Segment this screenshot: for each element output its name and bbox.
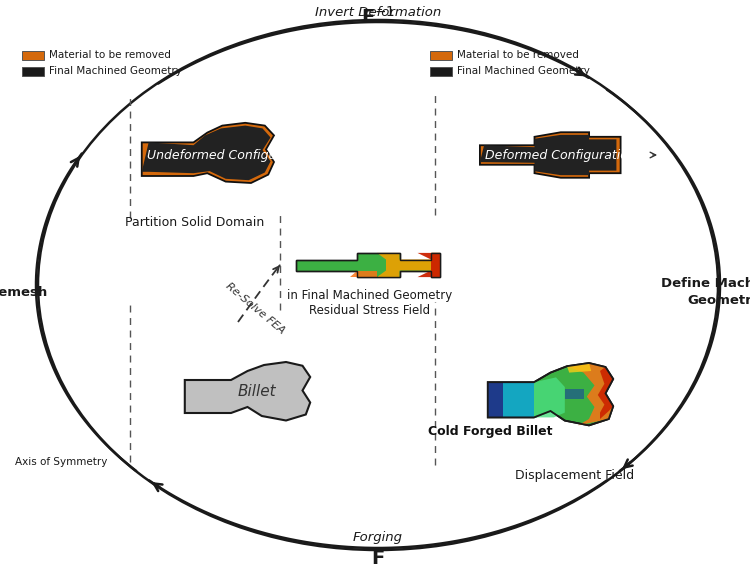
Text: Displacement Field: Displacement Field — [515, 469, 634, 482]
Text: Axis of Symmetry: Axis of Symmetry — [15, 457, 107, 467]
Bar — [22, 51, 44, 60]
Text: in Final Machined Geometry: in Final Machined Geometry — [287, 290, 452, 303]
Polygon shape — [296, 253, 440, 277]
Text: $\mathbf{F}$: $\mathbf{F}$ — [371, 548, 385, 568]
Polygon shape — [503, 382, 534, 417]
Bar — [430, 51, 452, 60]
Polygon shape — [565, 389, 584, 399]
Text: Invert Deformation: Invert Deformation — [315, 6, 441, 18]
Text: Material to be removed: Material to be removed — [457, 51, 579, 60]
Polygon shape — [567, 363, 591, 373]
Polygon shape — [480, 135, 616, 175]
Bar — [22, 67, 44, 76]
Text: Partition Solid Domain: Partition Solid Domain — [125, 215, 265, 229]
Text: Cold Forged Billet: Cold Forged Billet — [427, 425, 552, 438]
Polygon shape — [142, 125, 271, 180]
Text: Forging: Forging — [353, 531, 403, 544]
Text: Billet: Billet — [238, 385, 276, 400]
Polygon shape — [488, 382, 503, 417]
Text: Material to be removed: Material to be removed — [49, 51, 171, 60]
Text: Remesh: Remesh — [0, 286, 48, 299]
Text: Final Machined Geometry: Final Machined Geometry — [49, 67, 182, 76]
Polygon shape — [480, 132, 620, 178]
Polygon shape — [377, 253, 440, 277]
Polygon shape — [418, 253, 440, 277]
Text: Residual Stress Field: Residual Stress Field — [310, 303, 430, 316]
Polygon shape — [350, 271, 377, 277]
Text: $\mathbf{F}^{-1}$: $\mathbf{F}^{-1}$ — [361, 6, 395, 28]
Text: Undeformed Configuration: Undeformed Configuration — [147, 149, 313, 161]
Polygon shape — [534, 377, 565, 417]
Polygon shape — [488, 363, 614, 425]
Polygon shape — [598, 367, 613, 419]
Polygon shape — [184, 362, 310, 421]
Text: Final Machined Geometry: Final Machined Geometry — [457, 67, 590, 76]
Text: Define Machined
Geometry: Define Machined Geometry — [662, 277, 750, 307]
Polygon shape — [567, 363, 614, 425]
Text: Deformed Configuration: Deformed Configuration — [484, 149, 635, 161]
Polygon shape — [142, 123, 274, 183]
Text: Re-Solve FEA: Re-Solve FEA — [224, 280, 286, 336]
Bar — [430, 67, 452, 76]
